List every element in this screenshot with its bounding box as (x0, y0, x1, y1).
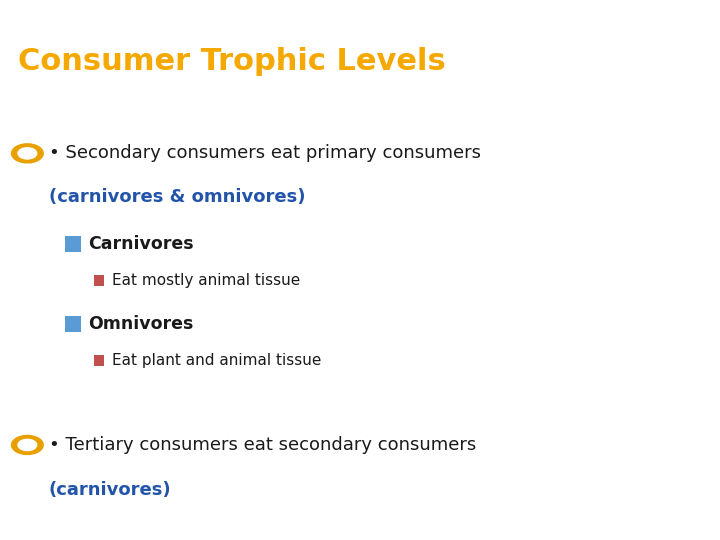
Text: • Secondary consumers eat primary consumers: • Secondary consumers eat primary consum… (49, 144, 481, 163)
Text: Eat plant and animal tissue: Eat plant and animal tissue (112, 353, 321, 368)
Text: (carnivores): (carnivores) (49, 481, 171, 500)
Bar (94, 355, 104, 366)
Text: Carnivores: Carnivores (88, 235, 194, 253)
Bar (65, 316, 81, 332)
Text: Eat mostly animal tissue: Eat mostly animal tissue (112, 273, 300, 288)
Circle shape (18, 148, 37, 159)
Text: (carnivores & omnivores): (carnivores & omnivores) (49, 187, 305, 206)
Circle shape (12, 144, 43, 163)
Text: • Tertiary consumers eat secondary consumers: • Tertiary consumers eat secondary consu… (49, 436, 476, 454)
Bar (65, 236, 81, 252)
Bar (94, 275, 104, 286)
Text: Consumer Trophic Levels: Consumer Trophic Levels (18, 46, 446, 76)
Circle shape (12, 435, 43, 455)
Circle shape (18, 440, 37, 450)
Text: Omnivores: Omnivores (88, 315, 193, 333)
